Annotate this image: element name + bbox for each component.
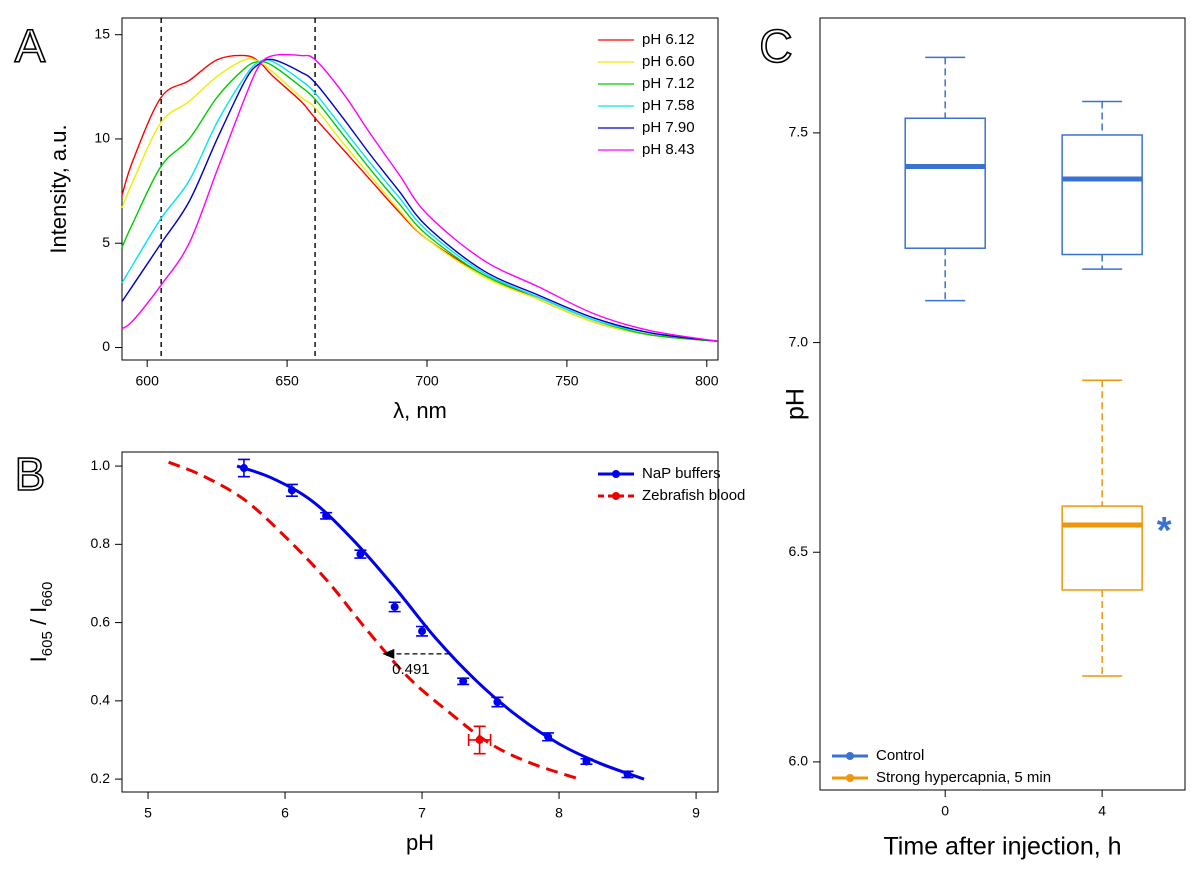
x-tick-label: 4: [1098, 803, 1106, 819]
box: [904, 117, 986, 249]
data-point: [287, 486, 296, 495]
panel-label: A: [15, 20, 46, 72]
data-point: [356, 550, 365, 559]
data-point: [493, 698, 502, 707]
plot-frame: [121, 451, 719, 793]
data-point: [322, 511, 331, 520]
x-axis-title: λ, nm: [393, 398, 447, 423]
box: [1061, 134, 1143, 256]
x-tick-label: 0: [941, 803, 949, 819]
data-point: [390, 602, 399, 611]
y-tick-label: 7.0: [789, 333, 809, 349]
legend-label: pH 6.60: [642, 53, 695, 70]
y-tick-label: 0.8: [91, 535, 111, 551]
y-tick-label: 7.5: [789, 124, 809, 140]
y-tick-label: 1.0: [91, 457, 111, 473]
spectrum-line: [121, 58, 719, 342]
y-tick-label: 0.4: [91, 692, 111, 708]
x-axis-title: pH: [406, 830, 434, 855]
x-tick-label: 8: [555, 805, 563, 821]
x-tick-label: 800: [695, 373, 719, 389]
y-axis-title: Intensity, a.u.: [46, 124, 71, 253]
significance-marker: *: [1157, 510, 1172, 552]
x-axis-title: Time after injection, h: [883, 833, 1121, 861]
data-point: [418, 627, 427, 636]
y-axis-title-part: I: [26, 656, 51, 662]
data-point: [582, 757, 591, 766]
x-tick-label: 7: [418, 805, 426, 821]
x-tick-label: 750: [555, 373, 579, 389]
x-tick-label: 5: [144, 805, 152, 821]
spectrum-line: [121, 58, 719, 342]
panel-label: C: [759, 20, 792, 72]
y-tick-label: 10: [94, 130, 110, 146]
legend-label: pH 7.12: [642, 75, 695, 92]
y-tick-label: 15: [94, 25, 110, 41]
x-tick-label: 6: [281, 805, 289, 821]
legend-dot: [846, 774, 854, 782]
y-axis-title-part: 660: [39, 582, 56, 607]
legend-label: Control: [876, 747, 924, 764]
spectrum-line: [121, 61, 719, 342]
y-tick-label: 0.6: [91, 613, 111, 629]
data-point: [475, 735, 484, 744]
annotation-label: 0.491: [392, 661, 430, 678]
y-axis-title: I605 / I660: [26, 582, 57, 663]
data-point: [544, 732, 553, 741]
fit-curve: [236, 464, 645, 781]
panel-label: B: [15, 448, 46, 500]
spectrum-line: [121, 54, 719, 342]
legend-label: pH 8.43: [642, 141, 695, 158]
data-point: [459, 677, 468, 686]
y-tick-label: 0: [102, 338, 110, 354]
legend-dot: [612, 492, 620, 500]
plot-frame: [121, 17, 719, 361]
plot-frame: [819, 17, 1186, 791]
x-tick-label: 650: [275, 373, 299, 389]
legend-dot: [612, 470, 620, 478]
legend-label: pH 6.12: [642, 31, 695, 48]
x-tick-label: 600: [136, 373, 160, 389]
y-axis-title-part: / I: [26, 607, 51, 631]
y-axis-title-part: 605: [39, 631, 56, 656]
y-tick-label: 0.2: [91, 770, 111, 786]
data-point: [239, 464, 248, 473]
y-tick-label: 6.0: [789, 753, 809, 769]
y-tick-label: 6.5: [789, 543, 809, 559]
arrow-head: [382, 648, 395, 659]
spectrum-line: [121, 59, 719, 342]
legend-label: pH 7.58: [642, 97, 695, 114]
legend-label: NaP buffers: [642, 465, 721, 482]
legend-label: Strong hypercapnia, 5 min: [876, 769, 1051, 786]
y-axis-title: pH: [782, 388, 810, 420]
x-tick-label: 9: [692, 805, 700, 821]
box: [1061, 505, 1143, 591]
x-tick-label: 700: [415, 373, 439, 389]
legend-dot: [846, 752, 854, 760]
data-point: [623, 770, 632, 779]
legend-label: Zebrafish blood: [642, 487, 745, 504]
y-tick-label: 5: [102, 234, 110, 250]
legend-label: pH 7.90: [642, 119, 695, 136]
spectrum-line: [121, 53, 719, 342]
fit-curve: [168, 460, 581, 781]
